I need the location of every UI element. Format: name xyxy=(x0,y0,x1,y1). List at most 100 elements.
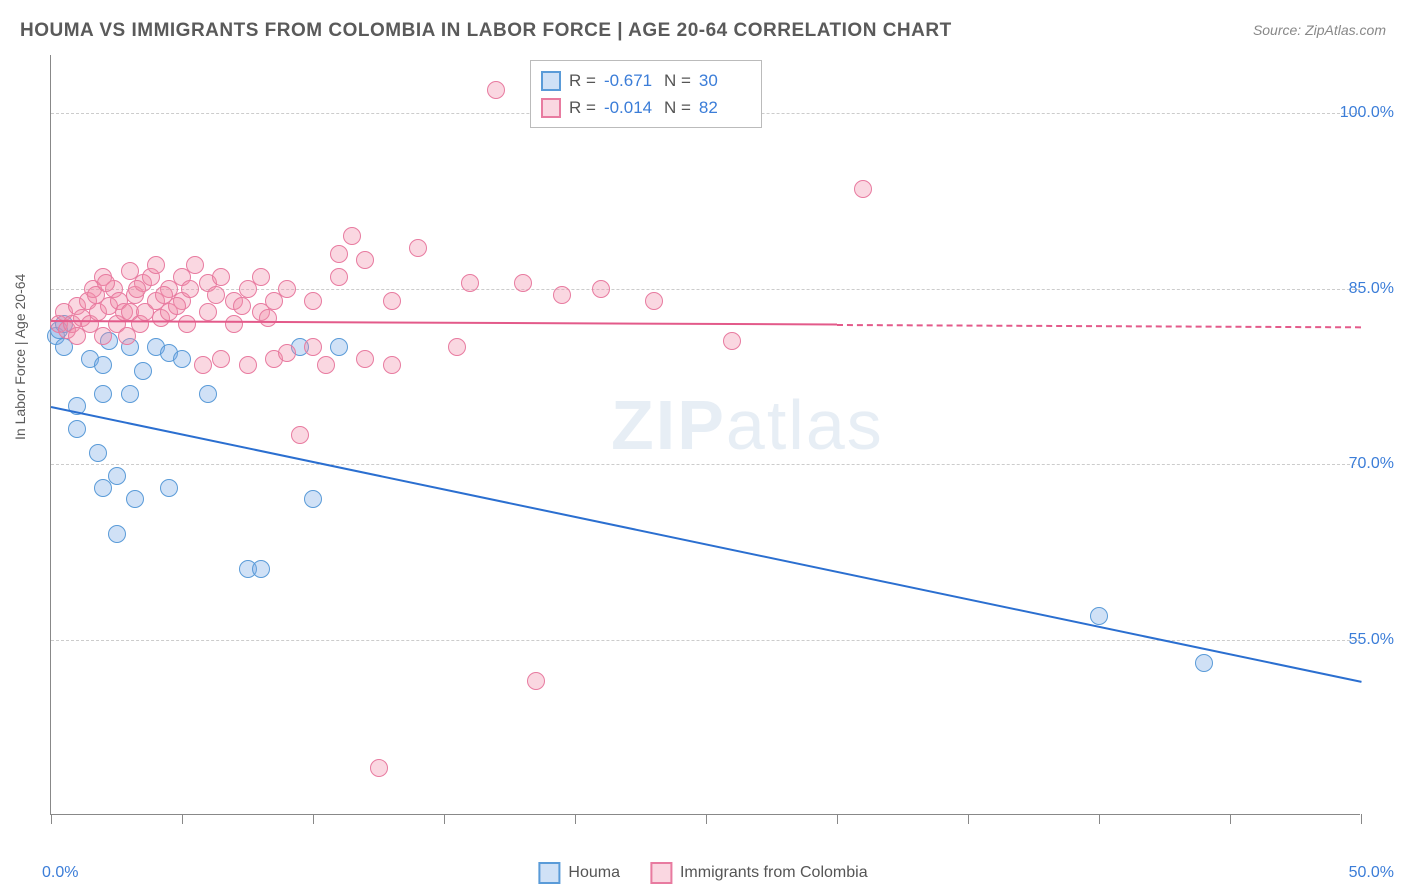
scatter-point xyxy=(178,315,196,333)
r-value: -0.014 xyxy=(604,94,656,121)
scatter-point xyxy=(1090,607,1108,625)
scatter-point xyxy=(278,344,296,362)
scatter-point xyxy=(97,274,115,292)
legend-item: Houma xyxy=(538,862,620,884)
scatter-point xyxy=(121,385,139,403)
scatter-point xyxy=(356,350,374,368)
scatter-point xyxy=(160,479,178,497)
scatter-point xyxy=(259,309,277,327)
scatter-point xyxy=(239,356,257,374)
scatter-point xyxy=(645,292,663,310)
x-tick xyxy=(444,814,445,824)
legend-swatch xyxy=(650,862,672,884)
scatter-point xyxy=(592,280,610,298)
scatter-point xyxy=(134,362,152,380)
scatter-point xyxy=(108,525,126,543)
x-axis-max-label: 50.0% xyxy=(1349,864,1394,882)
scatter-point xyxy=(461,274,479,292)
scatter-point xyxy=(89,444,107,462)
y-tick-label: 100.0% xyxy=(1340,104,1394,122)
x-tick xyxy=(313,814,314,824)
legend-label: Houma xyxy=(568,864,620,882)
r-label: R = xyxy=(569,67,596,94)
x-tick xyxy=(968,814,969,824)
legend-label: Immigrants from Colombia xyxy=(680,864,868,882)
n-label: N = xyxy=(664,67,691,94)
stats-row: R = -0.014 N = 82 xyxy=(541,94,751,121)
scatter-point xyxy=(278,280,296,298)
scatter-point xyxy=(356,251,374,269)
scatter-point xyxy=(181,280,199,298)
x-tick xyxy=(837,814,838,824)
n-value: 30 xyxy=(699,67,751,94)
y-tick-label: 55.0% xyxy=(1349,631,1394,649)
scatter-point xyxy=(330,245,348,263)
scatter-point xyxy=(252,268,270,286)
scatter-point xyxy=(343,227,361,245)
scatter-point xyxy=(147,256,165,274)
stats-row: R = -0.671 N = 30 xyxy=(541,67,751,94)
watermark-thin: atlas xyxy=(726,386,884,464)
scatter-point xyxy=(487,81,505,99)
scatter-point xyxy=(448,338,466,356)
chart-title: HOUMA VS IMMIGRANTS FROM COLOMBIA IN LAB… xyxy=(20,20,952,42)
scatter-point xyxy=(108,467,126,485)
r-label: R = xyxy=(569,94,596,121)
scatter-point xyxy=(128,280,146,298)
scatter-point xyxy=(514,274,532,292)
scatter-point xyxy=(94,385,112,403)
watermark: ZIPatlas xyxy=(611,385,884,465)
x-tick xyxy=(1099,814,1100,824)
scatter-point xyxy=(212,350,230,368)
scatter-point xyxy=(173,350,191,368)
scatter-point xyxy=(527,672,545,690)
y-tick-label: 85.0% xyxy=(1349,280,1394,298)
gridline xyxy=(51,464,1360,465)
scatter-point xyxy=(199,303,217,321)
scatter-point xyxy=(212,268,230,286)
scatter-point xyxy=(409,239,427,257)
n-value: 82 xyxy=(699,94,751,121)
legend-item: Immigrants from Colombia xyxy=(650,862,868,884)
y-axis-label: In Labor Force | Age 20-64 xyxy=(12,274,28,440)
x-tick xyxy=(1361,814,1362,824)
scatter-point xyxy=(723,332,741,350)
scatter-point xyxy=(194,356,212,374)
scatter-point xyxy=(304,338,322,356)
trend-line xyxy=(51,406,1361,683)
legend-swatch xyxy=(538,862,560,884)
scatter-point xyxy=(854,180,872,198)
scatter-point xyxy=(330,338,348,356)
trend-line xyxy=(51,320,837,326)
n-label: N = xyxy=(664,94,691,121)
scatter-point xyxy=(330,268,348,286)
x-tick xyxy=(706,814,707,824)
scatter-point xyxy=(553,286,571,304)
x-tick xyxy=(1230,814,1231,824)
r-value: -0.671 xyxy=(604,67,656,94)
scatter-point xyxy=(317,356,335,374)
series-swatch xyxy=(541,98,561,118)
x-axis-min-label: 0.0% xyxy=(42,864,78,882)
scatter-point xyxy=(370,759,388,777)
scatter-point xyxy=(126,490,144,508)
correlation-stats-box: R = -0.671 N = 30 R = -0.014 N = 82 xyxy=(530,60,762,128)
scatter-point xyxy=(233,297,251,315)
x-tick xyxy=(51,814,52,824)
source-credit: Source: ZipAtlas.com xyxy=(1253,22,1386,38)
scatter-point xyxy=(186,256,204,274)
scatter-point xyxy=(225,315,243,333)
scatter-point xyxy=(291,426,309,444)
scatter-point xyxy=(252,560,270,578)
scatter-point xyxy=(1195,654,1213,672)
y-tick-label: 70.0% xyxy=(1349,455,1394,473)
scatter-point xyxy=(304,292,322,310)
chart-plot-area: ZIPatlas xyxy=(50,55,1360,815)
bottom-legend: Houma Immigrants from Colombia xyxy=(538,862,867,884)
watermark-bold: ZIP xyxy=(611,386,726,464)
scatter-point xyxy=(199,385,217,403)
scatter-point xyxy=(168,297,186,315)
scatter-point xyxy=(383,356,401,374)
series-swatch xyxy=(541,71,561,91)
x-tick xyxy=(575,814,576,824)
